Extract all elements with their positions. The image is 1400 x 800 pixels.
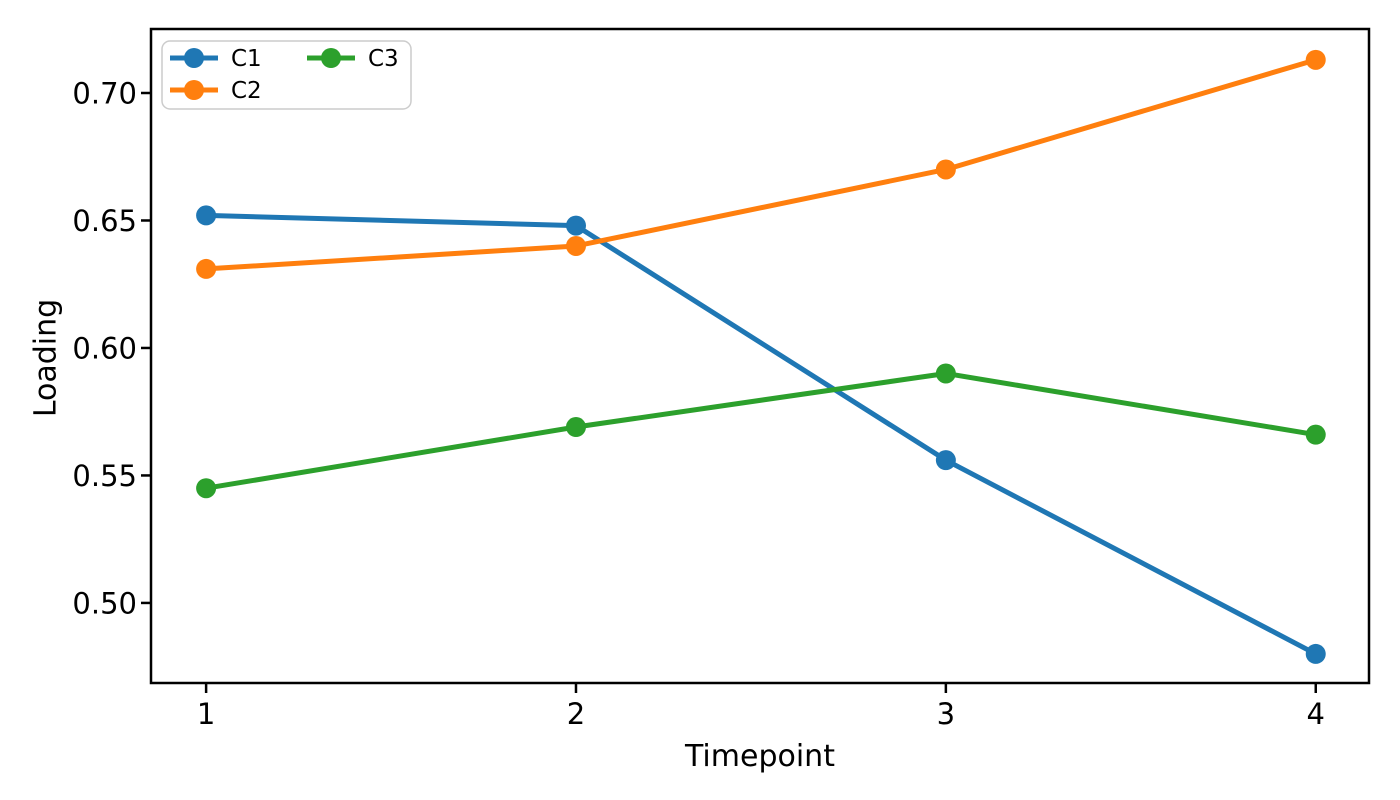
y-tick-label: 0.70 bbox=[72, 76, 137, 110]
marker-c1-1 bbox=[196, 205, 217, 226]
x-tick-label: 4 bbox=[1307, 697, 1325, 731]
legend-label-c3: C3 bbox=[368, 46, 399, 72]
x-tick-label: 3 bbox=[937, 697, 955, 731]
legend-sample-marker-c3 bbox=[321, 48, 341, 68]
marker-c3-4 bbox=[1305, 424, 1326, 445]
series-line-c2 bbox=[203, 57, 1319, 272]
y-tick-label: 0.55 bbox=[72, 459, 137, 493]
x-tick-label: 2 bbox=[567, 697, 585, 731]
x-tick-label: 1 bbox=[197, 697, 215, 731]
y-axis-label: Loading bbox=[28, 298, 64, 418]
marker-c1-4 bbox=[1305, 643, 1326, 664]
series-line-c3 bbox=[203, 370, 1319, 491]
legend-label-c1: C1 bbox=[231, 46, 262, 72]
series-line-c1 bbox=[203, 212, 1319, 657]
legend-sample-marker-c2 bbox=[184, 80, 204, 100]
marker-c2-3 bbox=[935, 159, 956, 180]
plot-spines bbox=[149, 27, 1371, 685]
marker-c2-1 bbox=[196, 258, 217, 279]
marker-c3-2 bbox=[565, 417, 586, 438]
y-tick-label: 0.60 bbox=[72, 331, 137, 365]
y-tick-label: 0.50 bbox=[72, 586, 137, 620]
marker-c1-2 bbox=[565, 215, 586, 236]
marker-c1-3 bbox=[935, 450, 956, 471]
marker-c2-4 bbox=[1305, 49, 1326, 70]
y-tick-label: 0.65 bbox=[72, 204, 137, 238]
x-axis-label: Timepoint bbox=[685, 739, 835, 774]
legend-label-c2: C2 bbox=[231, 78, 262, 104]
marker-c2-2 bbox=[565, 235, 586, 256]
marker-c3-1 bbox=[196, 478, 217, 499]
marker-c3-3 bbox=[935, 363, 956, 384]
legend-sample-marker-c1 bbox=[184, 48, 204, 68]
